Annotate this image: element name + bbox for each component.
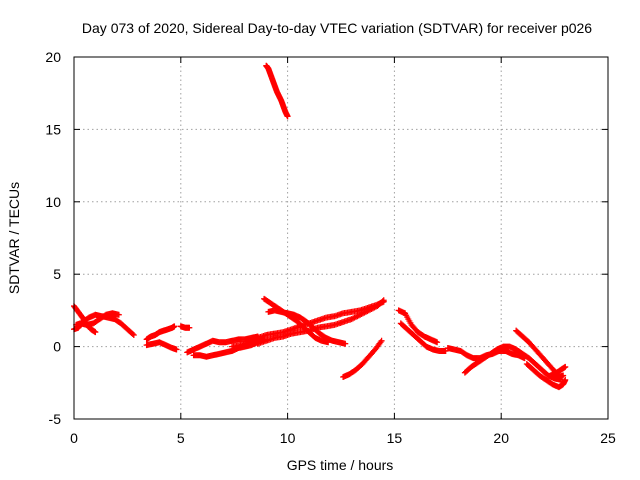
series-arc-03 [73, 310, 122, 328]
series-arc-15 [395, 307, 441, 346]
tick-labels: 0 5 10 15 20 25 -5 0 5 10 15 20 [45, 49, 616, 446]
data-point [379, 298, 386, 305]
plot-frame [73, 56, 609, 420]
series-arc-18 [461, 343, 565, 383]
series-arc-21 [547, 363, 569, 379]
series-arc-20 [523, 360, 569, 391]
x-tick-label: 0 [70, 430, 78, 446]
data-point [92, 329, 99, 336]
data-point [130, 332, 137, 339]
data-point [173, 346, 180, 353]
data-point [115, 311, 122, 318]
x-tick-label: 10 [280, 430, 296, 446]
y-tick-label: 10 [45, 194, 61, 210]
data-point [171, 323, 178, 330]
data-points [71, 62, 569, 391]
series-arc-06 [177, 323, 193, 331]
data-point [380, 297, 387, 304]
y-tick-label: -5 [49, 411, 62, 427]
series-arc-11 [263, 62, 291, 120]
x-tick-label: 25 [600, 430, 616, 446]
chart-title: Day 073 of 2020, Sidereal Day-to-day VTE… [82, 20, 592, 36]
y-axis-title: SDTVAR / TECUs [6, 182, 22, 294]
series-arc-16 [397, 320, 449, 354]
axis-ticks [73, 56, 609, 420]
series-arc-14 [340, 337, 385, 381]
series-arc-13 [265, 307, 349, 347]
y-tick-label: 20 [45, 49, 61, 65]
data-point [186, 324, 193, 331]
y-tick-label: 0 [53, 339, 61, 355]
x-tick-label: 15 [387, 430, 403, 446]
data-point [284, 113, 291, 120]
grid-lines [74, 57, 608, 419]
data-point [562, 376, 569, 383]
data-point [560, 372, 567, 379]
data-point [562, 363, 569, 370]
x-axis-title: GPS time / hours [287, 457, 394, 473]
y-tick-label: 15 [45, 121, 61, 137]
data-point [378, 337, 385, 344]
x-tick-label: 5 [177, 430, 185, 446]
series-arc-04 [143, 323, 178, 343]
data-point [342, 340, 349, 347]
data-point [129, 331, 136, 338]
y-tick-label: 5 [53, 266, 61, 282]
data-point [434, 339, 441, 346]
series-arc-05 [143, 339, 180, 353]
x-tick-label: 20 [493, 430, 509, 446]
